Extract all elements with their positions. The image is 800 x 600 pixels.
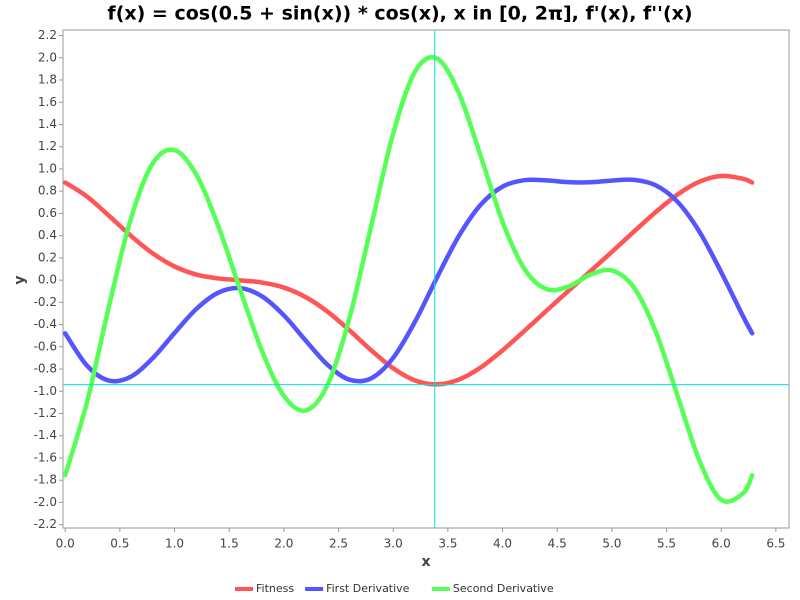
y-tick-label: 0.6 xyxy=(38,206,57,220)
y-tick-label: 1.4 xyxy=(38,117,57,131)
y-tick-label: 1.6 xyxy=(38,95,57,109)
chart-title: f(x) = cos(0.5 + sin(x)) * cos(x), x in … xyxy=(107,3,692,25)
x-tick-label: 0.5 xyxy=(110,537,129,551)
series-line xyxy=(62,54,755,504)
y-tick-label: -1.4 xyxy=(34,428,57,442)
y-tick-label: 1.0 xyxy=(38,161,57,175)
x-tick-label: 6.5 xyxy=(766,537,785,551)
y-tick-label: -0.4 xyxy=(34,317,57,331)
x-tick-label: 0.0 xyxy=(56,537,75,551)
x-tick-label: 3.0 xyxy=(384,537,403,551)
x-tick-label: 5.0 xyxy=(602,537,621,551)
y-tick-label: 0.4 xyxy=(38,228,57,242)
y-tick-label: 0.8 xyxy=(38,184,57,198)
y-tick-label: -1.2 xyxy=(34,406,57,420)
x-tick-label: 1.5 xyxy=(220,537,239,551)
x-tick-label: 2.5 xyxy=(329,537,348,551)
legend-label: Second Derivative xyxy=(453,582,554,595)
y-tick-label: 2.0 xyxy=(38,50,57,64)
y-tick-label: -0.8 xyxy=(34,362,57,376)
x-tick-label: 5.5 xyxy=(657,537,676,551)
x-tick-label: 6.0 xyxy=(712,537,731,551)
y-tick-label: 1.2 xyxy=(38,139,57,153)
y-tick-label: -1.0 xyxy=(34,384,57,398)
x-tick-label: 1.0 xyxy=(165,537,184,551)
y-tick-label: 0.0 xyxy=(38,273,57,287)
y-tick-label: 0.2 xyxy=(38,250,57,264)
x-tick-label: 3.5 xyxy=(438,537,457,551)
y-tick-label: -1.8 xyxy=(34,473,57,487)
x-tick-label: 4.0 xyxy=(493,537,512,551)
legend-label: First Derivative xyxy=(326,582,410,595)
y-tick-label: -2.2 xyxy=(34,517,57,531)
legend: Fitness First Derivative Second Derivative xyxy=(235,582,554,595)
plot-area xyxy=(62,29,790,529)
y-tick-label: -0.6 xyxy=(34,339,57,353)
y-axis-label: y xyxy=(12,275,28,284)
y-tick-label: 2.2 xyxy=(38,28,57,42)
series-line xyxy=(62,173,755,387)
x-axis-label: x xyxy=(421,554,430,570)
y-tick-label: -0.2 xyxy=(34,295,57,309)
series-line xyxy=(62,177,755,384)
x-tick-label: 2.0 xyxy=(274,537,293,551)
legend-label: Fitness xyxy=(256,582,294,595)
y-tick-label: 1.8 xyxy=(38,73,57,87)
y-tick-label: -1.6 xyxy=(34,450,57,464)
x-tick-label: 4.5 xyxy=(548,537,567,551)
y-tick-label: -2.0 xyxy=(34,495,57,509)
